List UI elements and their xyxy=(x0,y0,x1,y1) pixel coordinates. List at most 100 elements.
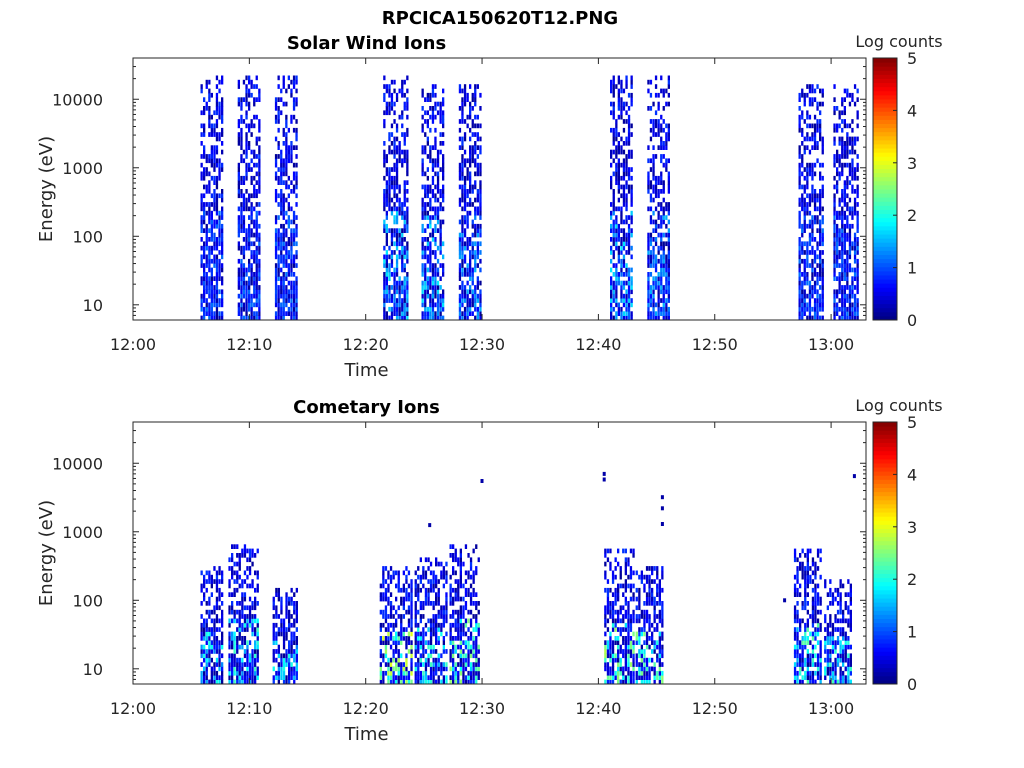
heatmap-cell xyxy=(432,675,435,680)
heatmap-cell xyxy=(662,88,665,94)
heatmap-cell xyxy=(434,280,437,286)
heatmap-cell xyxy=(610,210,613,216)
heatmap-cell xyxy=(210,202,213,207)
heatmap-cell xyxy=(665,289,668,295)
heatmap-cell xyxy=(848,232,852,238)
heatmap-cell xyxy=(841,145,844,150)
heatmap-cell xyxy=(648,675,651,680)
heatmap-cell xyxy=(625,75,628,81)
heatmap-cell xyxy=(627,679,630,685)
heatmap-cell xyxy=(256,644,259,650)
heatmap-cell xyxy=(248,223,251,229)
heatmap-cell xyxy=(436,280,440,286)
heatmap-cell xyxy=(403,106,406,111)
heatmap-cell xyxy=(836,167,839,172)
heatmap-cell xyxy=(458,293,462,299)
heatmap-cell xyxy=(205,570,208,576)
heatmap-cell xyxy=(277,154,280,159)
heatmap-cell xyxy=(457,592,460,597)
heatmap-cell xyxy=(622,88,626,94)
heatmap-cell xyxy=(290,79,293,85)
heatmap-cell xyxy=(806,132,809,137)
heatmap-cell xyxy=(808,306,812,312)
heatmap-cell xyxy=(210,631,213,637)
heatmap-cell xyxy=(385,84,388,89)
heatmap-cell xyxy=(251,649,254,654)
heatmap-cell xyxy=(463,272,467,277)
heatmap-cell xyxy=(836,306,839,312)
heatmap-cell xyxy=(856,215,859,220)
heatmap-cell xyxy=(649,250,653,255)
heatmap-cell xyxy=(231,640,234,645)
heatmap-cell xyxy=(384,644,388,650)
heatmap-cell xyxy=(461,167,464,172)
heatmap-cell xyxy=(848,180,852,185)
heatmap-cell xyxy=(640,579,643,584)
heatmap-cell xyxy=(424,184,427,190)
axes-frame xyxy=(132,57,867,321)
heatmap-cell xyxy=(242,119,246,124)
heatmap-cell xyxy=(215,675,219,680)
heatmap-cell xyxy=(274,219,278,225)
colorbar-step xyxy=(873,266,897,272)
heatmap-cell xyxy=(665,167,668,172)
heatmap-cell xyxy=(395,640,398,645)
heatmap-cell xyxy=(258,158,261,164)
heatmap-cell xyxy=(203,311,206,316)
heatmap-cell xyxy=(240,136,243,142)
heatmap-cell xyxy=(474,250,477,255)
heatmap-cell xyxy=(635,570,638,576)
heatmap-cell xyxy=(393,167,396,172)
heatmap-cell xyxy=(813,189,817,194)
heatmap-cell xyxy=(254,618,257,624)
heatmap-cell xyxy=(474,197,477,203)
heatmap-cell xyxy=(856,114,859,120)
heatmap-cell xyxy=(816,241,819,247)
heatmap-cell xyxy=(383,193,386,199)
heatmap-cell xyxy=(662,141,665,146)
heatmap-cell xyxy=(422,583,425,589)
heatmap-cell xyxy=(803,175,806,181)
heatmap-cell xyxy=(414,587,417,593)
heatmap-cell xyxy=(218,88,221,94)
heatmap-cell xyxy=(246,618,249,624)
heatmap-cell xyxy=(208,254,211,260)
heatmap-cell xyxy=(421,210,424,216)
heatmap-cell xyxy=(200,206,203,212)
heatmap-cell xyxy=(617,88,620,94)
heatmap-cell xyxy=(285,132,288,137)
heatmap-cell xyxy=(245,141,248,146)
heatmap-cell xyxy=(393,162,396,168)
heatmap-cell xyxy=(379,592,382,597)
heatmap-cell xyxy=(282,653,286,659)
heatmap-cell xyxy=(660,123,663,129)
heatmap-cell xyxy=(798,263,801,268)
heatmap-cell xyxy=(439,193,442,199)
heatmap-cell xyxy=(248,570,252,576)
heatmap-cell xyxy=(808,114,812,120)
heatmap-cell xyxy=(253,272,256,277)
heatmap-cell xyxy=(467,553,470,558)
heatmap-cell xyxy=(250,132,253,137)
heatmap-cell xyxy=(475,544,478,549)
heatmap-cell xyxy=(445,596,448,602)
heatmap-cell xyxy=(477,622,480,628)
heatmap-cell xyxy=(833,267,836,273)
heatmap-cell xyxy=(466,219,469,225)
heatmap-cell xyxy=(421,184,424,190)
heatmap-cell xyxy=(615,132,618,137)
heatmap-cell xyxy=(442,675,445,680)
heatmap-cell xyxy=(476,84,479,89)
heatmap-cell xyxy=(218,210,221,216)
heatmap-cell xyxy=(617,649,620,654)
heatmap-cell xyxy=(841,136,844,142)
heatmap-cell xyxy=(295,306,298,312)
heatmap-cell xyxy=(427,675,430,680)
heatmap-cell xyxy=(803,276,806,281)
heatmap-cell xyxy=(452,596,455,602)
heatmap-cell xyxy=(218,219,221,225)
heatmap-cell xyxy=(287,206,290,212)
heatmap-cell xyxy=(622,162,626,168)
heatmap-cell xyxy=(205,640,208,645)
heatmap-cell xyxy=(240,250,243,255)
